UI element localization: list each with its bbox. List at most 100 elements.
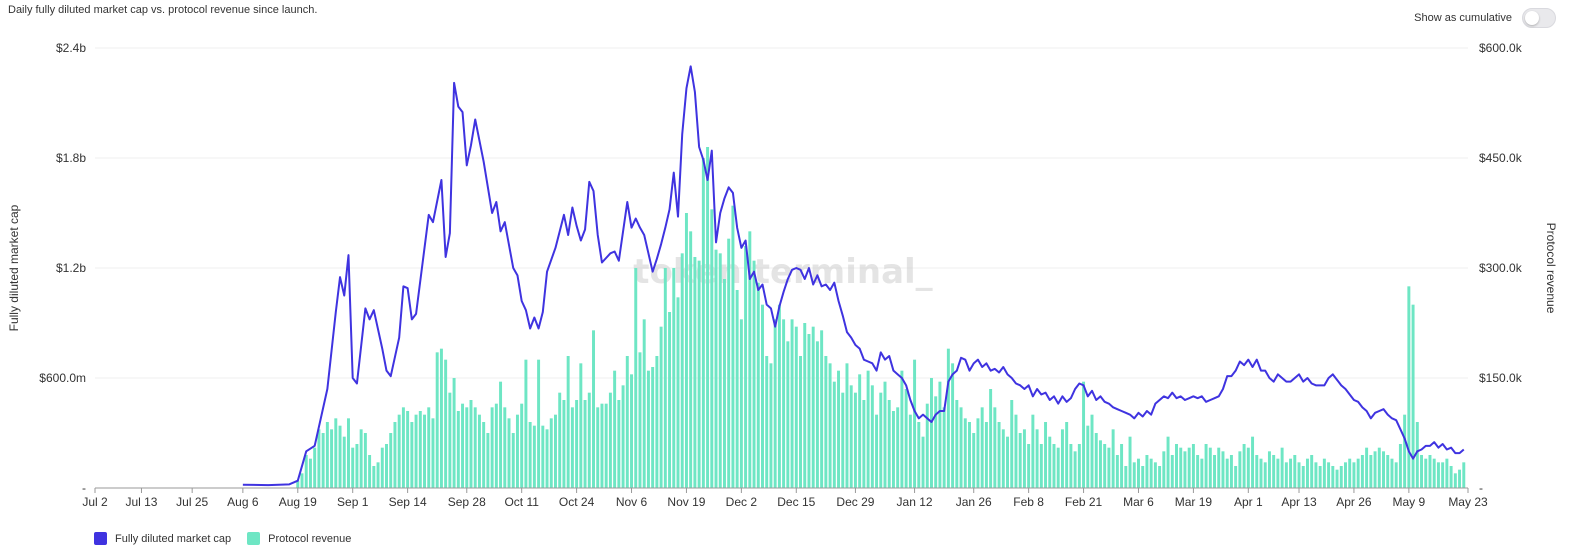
revenue-bar — [380, 447, 384, 488]
revenue-bar — [351, 447, 355, 488]
revenue-bar — [558, 392, 562, 488]
revenue-bar — [418, 411, 422, 488]
revenue-bar — [891, 411, 895, 488]
x-tick-label: Apr 26 — [1336, 495, 1372, 509]
revenue-bar — [1010, 400, 1014, 488]
revenue-bar — [410, 422, 414, 488]
revenue-bar — [1179, 447, 1183, 488]
revenue-bar — [355, 444, 359, 488]
revenue-bars — [296, 147, 1466, 489]
x-tick-label: May 23 — [1448, 495, 1488, 509]
revenue-bar — [1318, 466, 1322, 488]
revenue-bar — [1335, 469, 1339, 488]
revenue-bar — [532, 425, 536, 488]
revenue-bar — [621, 385, 625, 488]
x-tick-label: Dec 15 — [777, 495, 815, 509]
revenue-bar — [1242, 444, 1246, 488]
revenue-bar — [680, 253, 684, 488]
revenue-bar — [879, 392, 883, 488]
revenue-bar — [1187, 447, 1191, 488]
left-axis-label: Fully diluted market cap — [7, 204, 21, 331]
x-tick-label: Oct 11 — [504, 495, 539, 509]
revenue-bar — [304, 455, 308, 488]
chart-canvas: token terminal_ -$600.0m$1.2b$1.8b$2.4b … — [7, 41, 1558, 509]
revenue-bar — [452, 378, 456, 488]
revenue-bar — [308, 458, 312, 488]
revenue-bar — [490, 407, 494, 488]
revenue-bar — [803, 323, 807, 488]
revenue-bar — [1394, 462, 1398, 488]
revenue-bar — [1428, 455, 1432, 488]
revenue-bar — [1077, 444, 1081, 488]
revenue-bar — [1107, 447, 1111, 488]
revenue-bar — [1322, 458, 1326, 488]
grid-lines — [95, 47, 1468, 379]
revenue-bar — [461, 403, 465, 488]
revenue-bar — [853, 392, 857, 488]
revenue-bar — [663, 268, 667, 488]
revenue-bar — [799, 356, 802, 488]
x-tick-label: Nov 6 — [616, 495, 648, 509]
revenue-bar — [604, 403, 608, 488]
cumulative-toggle-label: Show as cumulative — [1414, 12, 1512, 24]
revenue-bar — [554, 414, 557, 488]
revenue-bar — [482, 422, 486, 488]
x-tick-label: Apr 13 — [1281, 495, 1317, 509]
revenue-bar — [989, 389, 993, 488]
revenue-bar — [376, 462, 380, 488]
revenue-bar — [1229, 455, 1233, 488]
x-tick-label: Feb 8 — [1013, 495, 1044, 509]
revenue-bar — [1044, 422, 1048, 488]
revenue-bar — [334, 418, 338, 488]
revenue-bar — [494, 403, 498, 488]
revenue-bar — [693, 257, 697, 488]
revenue-bar — [727, 238, 731, 488]
x-tick-label: Mar 6 — [1123, 495, 1154, 509]
revenue-bar — [832, 381, 836, 488]
revenue-bar — [549, 418, 553, 488]
revenue-bar — [1377, 447, 1381, 488]
revenue-bar — [951, 363, 955, 488]
revenue-bar — [507, 418, 511, 488]
revenue-bar — [625, 356, 629, 488]
revenue-bar — [883, 381, 887, 488]
revenue-bar — [1086, 425, 1090, 488]
revenue-bar — [1065, 422, 1069, 488]
revenue-bar — [1356, 458, 1360, 488]
revenue-bar — [300, 473, 304, 488]
revenue-bar — [477, 414, 481, 488]
revenue-bar — [1441, 462, 1445, 488]
right-tick-label: $450.0k — [1479, 151, 1523, 165]
revenue-bar — [1246, 447, 1250, 488]
revenue-bar — [655, 356, 659, 488]
revenue-bar — [1124, 466, 1128, 488]
cumulative-toggle[interactable] — [1522, 8, 1556, 28]
revenue-bar — [1200, 458, 1204, 488]
revenue-bar — [761, 304, 764, 488]
revenue-bar — [613, 370, 617, 488]
legend-item-market-cap[interactable]: Fully diluted market cap — [94, 532, 231, 545]
revenue-bar — [562, 400, 566, 488]
revenue-bar — [520, 403, 524, 488]
x-tick-label: Dec 2 — [726, 495, 758, 509]
cumulative-toggle-group: Show as cumulative — [1414, 8, 1556, 28]
revenue-bar — [1411, 304, 1415, 488]
revenue-bar — [321, 433, 325, 488]
revenue-bar — [448, 392, 452, 488]
revenue-bar — [697, 260, 701, 488]
revenue-bar — [1098, 440, 1102, 488]
revenue-bar — [397, 414, 401, 488]
revenue-bar — [980, 407, 984, 488]
revenue-bar — [849, 385, 853, 488]
revenue-bar — [1056, 447, 1060, 488]
revenue-bar — [406, 411, 410, 488]
x-tick-label: Sep 1 — [337, 495, 369, 509]
revenue-bar — [1166, 436, 1170, 488]
revenue-bar — [1115, 455, 1119, 488]
revenue-bar — [1145, 455, 1149, 488]
revenue-bar — [524, 359, 528, 488]
legend-item-revenue[interactable]: Protocol revenue — [247, 532, 351, 545]
revenue-bar — [1407, 286, 1411, 488]
revenue-bar — [1344, 462, 1347, 488]
revenue-bar — [638, 352, 642, 488]
